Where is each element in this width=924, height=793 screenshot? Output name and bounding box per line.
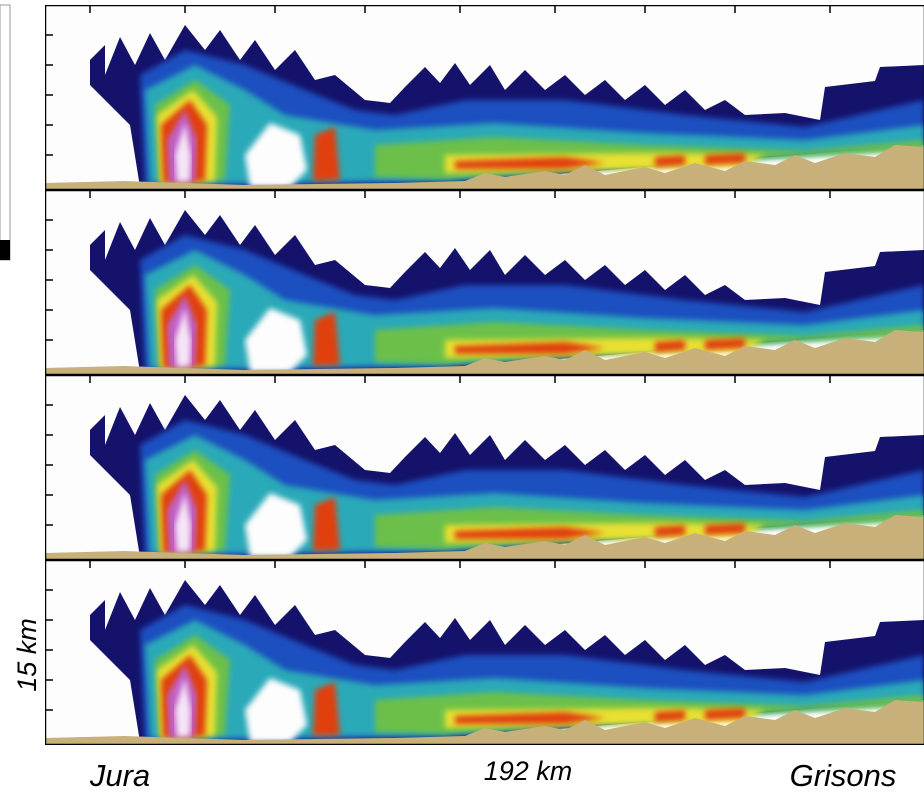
- right-label: Grisons: [790, 758, 897, 793]
- left-label: Jura: [89, 758, 150, 793]
- radar-panel: [45, 5, 924, 190]
- height-scale-label: 15 km: [12, 618, 42, 692]
- radar-panel: [45, 375, 924, 560]
- radar-panel: [45, 190, 924, 375]
- distance-label: 192 km: [484, 756, 573, 786]
- radar-panel: [45, 560, 924, 745]
- colorbar-fragment: [0, 4, 11, 261]
